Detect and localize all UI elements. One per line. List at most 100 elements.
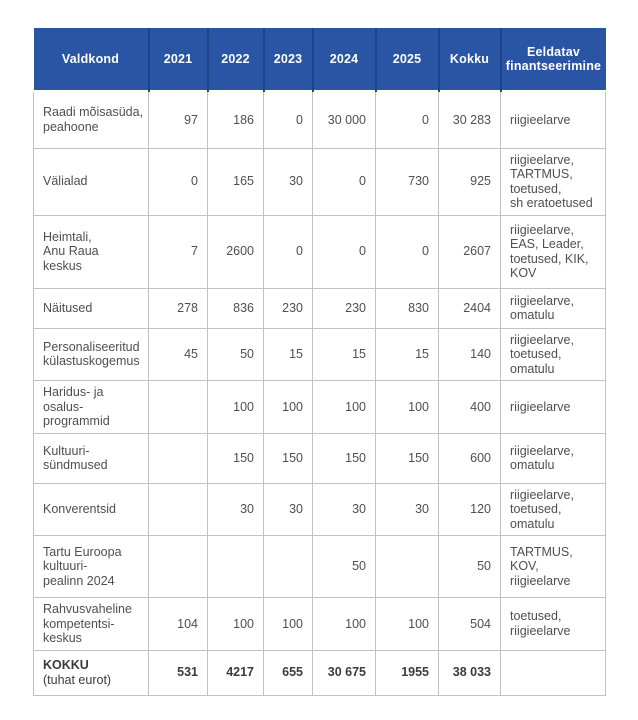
year-value-cell: 100 <box>312 597 376 651</box>
year-value-cell: 230 <box>263 287 313 329</box>
table-row: KOKKU (tuhat eurot) 531 4217 655 30 675 1955 3… <box>33 649 606 696</box>
year-value-cell: 165 <box>207 147 264 216</box>
year-value-cell: 30 <box>207 482 264 536</box>
year-value-cell: 30 <box>375 482 439 536</box>
column-header-2023: 2023 <box>263 28 314 91</box>
year-value-cell: 0 <box>375 214 439 289</box>
table-row: Näitused 278 836 230 230 830 2404 riigieelarve,… <box>33 287 606 329</box>
year-value-cell: 30 <box>263 482 313 536</box>
year-value-cell: 2607 <box>438 214 501 289</box>
year-value-cell: 30 283 <box>438 90 501 149</box>
year-value-cell: 600 <box>438 432 501 484</box>
year-value-cell: 0 <box>312 214 376 289</box>
financing-table: Valdkond 2021 2022 2023 2024 2025 Kokku … <box>33 28 606 696</box>
table-row: Haridus- ja osalus- programmid 100 100 100 1… <box>33 380 606 434</box>
table-body: Raadi mõisasüda, peahoone 97 186 0 30 000 0 30… <box>33 90 606 696</box>
financing-cell: toetused, riigieelarve <box>500 597 606 651</box>
year-value-cell <box>375 535 439 598</box>
year-value-cell: 100 <box>263 380 313 434</box>
column-header-eeldatav-finantseerimine: Eeldatav finantseerimine <box>500 28 606 91</box>
column-header-2021: 2021 <box>148 28 209 91</box>
row-label-cell: Raadi mõisasüda, peahoone <box>33 90 149 149</box>
year-value-cell <box>148 380 208 434</box>
year-value-cell: 4217 <box>207 649 264 696</box>
year-value-cell: 140 <box>438 327 501 381</box>
year-value-cell: 30 <box>263 147 313 216</box>
year-value-cell: 50 <box>438 535 501 598</box>
year-value-cell: 150 <box>375 432 439 484</box>
column-header-2025: 2025 <box>375 28 440 91</box>
year-value-cell: 30 <box>312 482 376 536</box>
year-value-cell: 0 <box>312 147 376 216</box>
year-value-cell: 100 <box>207 597 264 651</box>
year-value-cell <box>263 535 313 598</box>
year-value-cell <box>148 482 208 536</box>
year-value-cell: 2600 <box>207 214 264 289</box>
year-value-cell: 400 <box>438 380 501 434</box>
year-value-cell: 531 <box>148 649 208 696</box>
column-header-2024: 2024 <box>312 28 377 91</box>
year-value-cell: 100 <box>375 380 439 434</box>
table-row: Tartu Euroopa kultuuri- pealinn 2024 50 50… <box>33 535 606 598</box>
column-header-kokku: Kokku <box>438 28 502 91</box>
year-value-cell: 836 <box>207 287 264 329</box>
year-value-cell: 38 033 <box>438 649 501 696</box>
year-value-cell: 730 <box>375 147 439 216</box>
year-value-cell: 830 <box>375 287 439 329</box>
budget-table: Valdkond 2021 2022 2023 2024 2025 Kokku … <box>33 28 606 696</box>
year-value-cell: 50 <box>312 535 376 598</box>
row-label-cell: Personaliseeritud külastuskogemus <box>33 327 149 381</box>
row-label-cell: Näitused <box>33 287 149 329</box>
table-header-row: Valdkond 2021 2022 2023 2024 2025 Kokku … <box>33 28 606 91</box>
year-value-cell: 504 <box>438 597 501 651</box>
year-value-cell: 30 675 <box>312 649 376 696</box>
year-value-cell: 0 <box>148 147 208 216</box>
row-label-cell: Haridus- ja osalus- programmid <box>33 380 149 434</box>
year-value-cell <box>148 535 208 598</box>
year-value-cell: 150 <box>263 432 313 484</box>
year-value-cell: 104 <box>148 597 208 651</box>
year-value-cell: 655 <box>263 649 313 696</box>
financing-cell: riigieelarve, toetused, omatulu <box>500 482 606 536</box>
financing-cell: TARTMUS, KOV, riigieelarve <box>500 535 606 598</box>
financing-cell: riigieelarve, omatulu <box>500 432 606 484</box>
year-value-cell: 230 <box>312 287 376 329</box>
table-row: Kultuuri- sündmused 150 150 150 150 600 riigie… <box>33 432 606 484</box>
year-value-cell: 0 <box>263 90 313 149</box>
year-value-cell: 45 <box>148 327 208 381</box>
year-value-cell: 0 <box>263 214 313 289</box>
column-header-2022: 2022 <box>207 28 265 91</box>
table-row: Välialad 0 165 30 0 730 925 riigieelarve, TARTM… <box>33 147 606 216</box>
year-value-cell <box>148 432 208 484</box>
financing-cell: riigieelarve, EAS, Leader, toetused, KIK… <box>500 214 606 289</box>
financing-cell: riigieelarve, toetused, omatulu <box>500 327 606 381</box>
year-value-cell: 15 <box>312 327 376 381</box>
table-row: Rahvusvaheline kompetentsi- keskus 104 100… <box>33 597 606 651</box>
year-value-cell: 30 000 <box>312 90 376 149</box>
row-label-cell: KOKKU (tuhat eurot) <box>33 649 149 696</box>
financing-cell <box>500 649 606 696</box>
financing-cell: riigieelarve <box>500 90 606 149</box>
year-value-cell: 925 <box>438 147 501 216</box>
table-row: Konverentsid 30 30 30 30 120 riigieelarve, toe… <box>33 482 606 536</box>
financing-cell: riigieelarve, TARTMUS, toetused, sh erat… <box>500 147 606 216</box>
year-value-cell: 100 <box>375 597 439 651</box>
financing-cell: riigieelarve, omatulu <box>500 287 606 329</box>
column-header-valdkond: Valdkond <box>33 28 150 91</box>
year-value-cell <box>207 535 264 598</box>
year-value-cell: 7 <box>148 214 208 289</box>
year-value-cell: 150 <box>312 432 376 484</box>
year-value-cell: 100 <box>207 380 264 434</box>
year-value-cell: 278 <box>148 287 208 329</box>
row-label-cell: Kultuuri- sündmused <box>33 432 149 484</box>
year-value-cell: 0 <box>375 90 439 149</box>
row-label-cell: Tartu Euroopa kultuuri- pealinn 2024 <box>33 535 149 598</box>
table-row: Heimtali, Anu Raua keskus 7 2600 0 0 0 2607 rii… <box>33 214 606 289</box>
year-value-cell: 1955 <box>375 649 439 696</box>
row-label-cell: Heimtali, Anu Raua keskus <box>33 214 149 289</box>
row-label-cell: Rahvusvaheline kompetentsi- keskus <box>33 597 149 651</box>
table-row: Raadi mõisasüda, peahoone 97 186 0 30 000 0 30… <box>33 90 606 149</box>
year-value-cell: 15 <box>375 327 439 381</box>
row-label-cell: Välialad <box>33 147 149 216</box>
year-value-cell: 2404 <box>438 287 501 329</box>
